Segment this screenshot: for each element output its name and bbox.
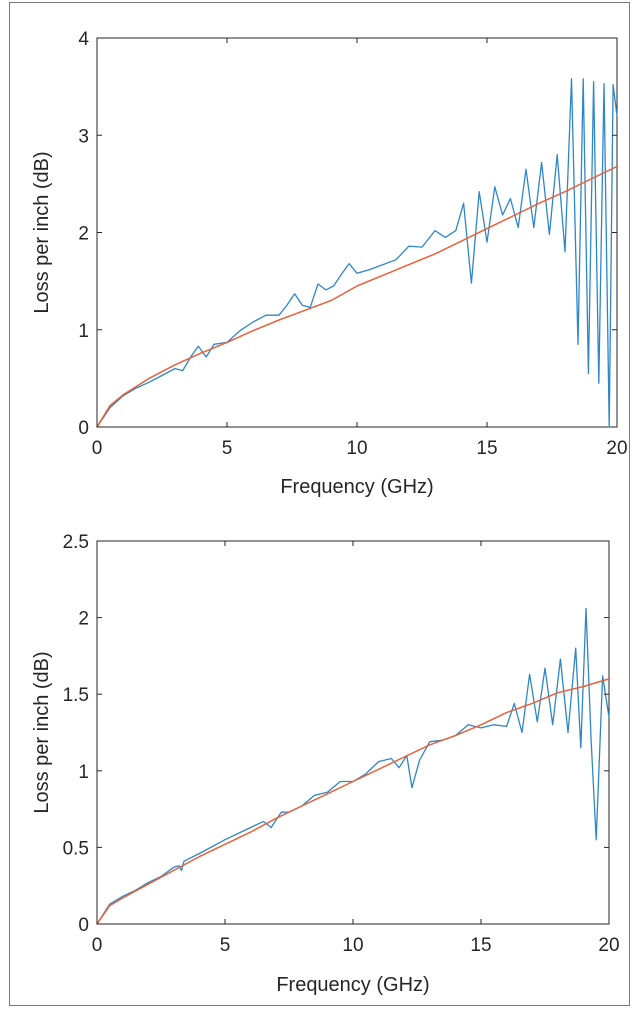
x-tick-label: 5 xyxy=(220,935,231,956)
y-tick-label: 2 xyxy=(78,224,89,245)
x-tick-label: 0 xyxy=(92,935,103,956)
y-tick-label: 4 xyxy=(78,29,89,50)
x-tick-label: 20 xyxy=(598,935,619,956)
x-axis-label: Frequency (GHz) xyxy=(276,974,429,996)
x-tick-label: 5 xyxy=(222,438,233,459)
y-tick-label: 1.5 xyxy=(63,685,89,706)
y-axis-label: Loss per inch (dB) xyxy=(31,151,53,313)
x-tick-label: 15 xyxy=(476,438,497,459)
y-axis-label: Loss per inch (dB) xyxy=(31,651,53,813)
x-tick-label: 20 xyxy=(606,438,627,459)
measured-loss-line xyxy=(96,607,610,925)
fitted-loss-line xyxy=(96,165,618,428)
fitted-loss-line xyxy=(96,678,610,925)
x-tick-label: 10 xyxy=(346,438,367,459)
y-tick-label: 0 xyxy=(78,418,89,439)
y-tick-label: 3 xyxy=(78,126,89,147)
y-tick-label: 1 xyxy=(78,321,89,342)
x-axis-label: Frequency (GHz) xyxy=(280,476,433,498)
y-tick-label: 2.5 xyxy=(63,532,89,553)
y-tick-label: 0 xyxy=(78,915,89,936)
plot-area xyxy=(96,37,618,428)
y-tick-label: 0.5 xyxy=(63,838,89,859)
chart-bottom: 0 5 10 15 20 0 0.5 1 1.5 2 2.5 Frequency (GHz) Loss … xyxy=(31,532,620,996)
x-tick-label: 10 xyxy=(342,935,363,956)
y-tick-label: 2 xyxy=(78,609,89,630)
x-tick-label: 15 xyxy=(470,935,491,956)
plot-area xyxy=(96,540,610,925)
measured-loss-line xyxy=(96,78,618,428)
x-tick-label: 0 xyxy=(92,438,103,459)
y-tick-label: 1 xyxy=(78,762,89,783)
chart-top: 0 5 10 15 20 0 1 2 3 4 Frequency (GHz) Loss per inc… xyxy=(31,29,628,498)
